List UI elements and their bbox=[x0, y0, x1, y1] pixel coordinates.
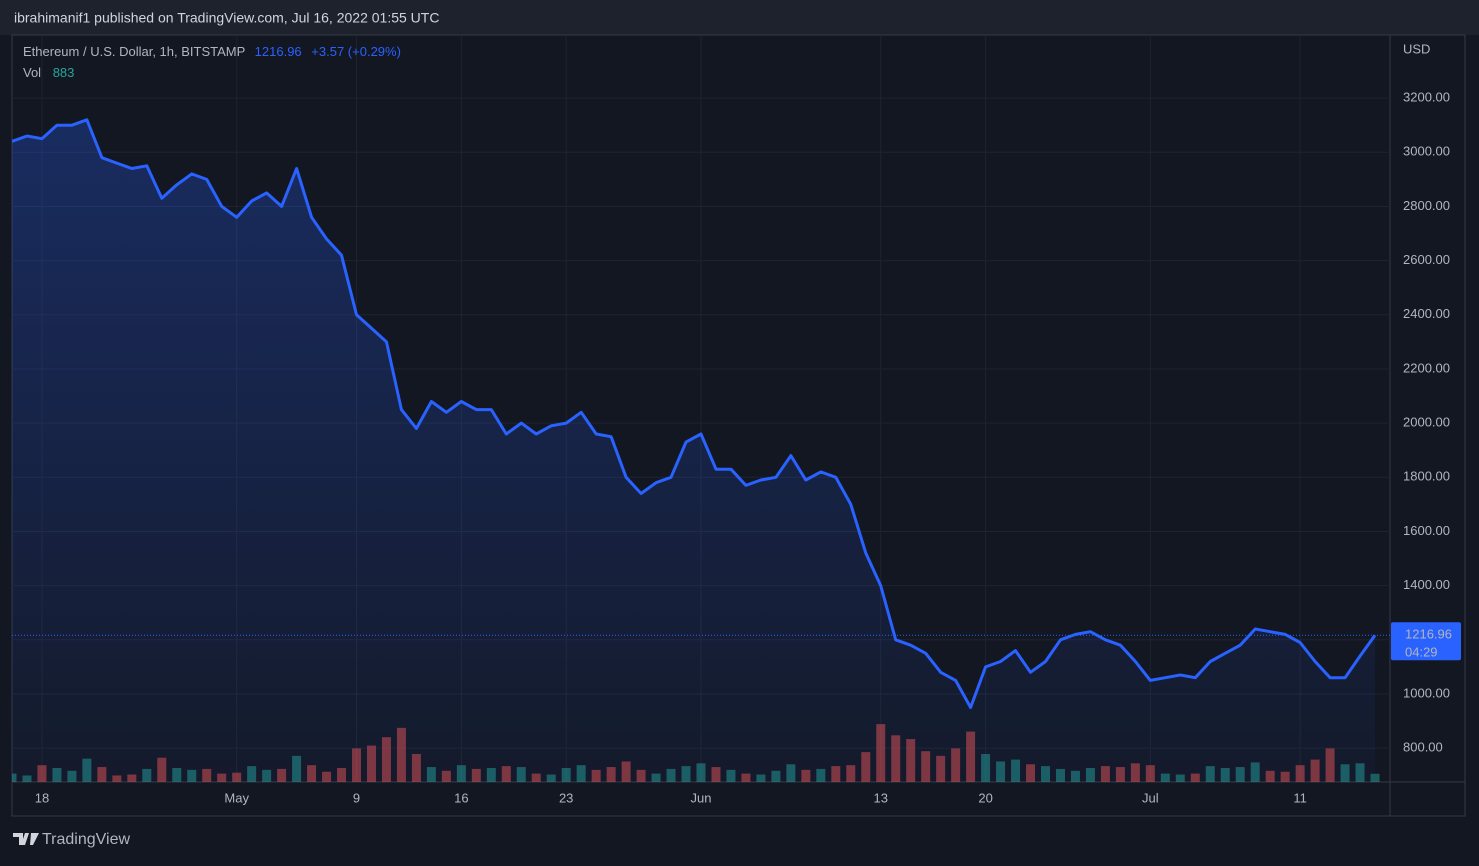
last-price: 1216.96 bbox=[255, 44, 302, 59]
y-tick-label: 800.00 bbox=[1403, 740, 1443, 755]
last-price-label: 1216.96 bbox=[1405, 627, 1452, 642]
x-tick-label: 9 bbox=[353, 790, 360, 805]
y-tick-label: 1000.00 bbox=[1403, 685, 1450, 700]
y-tick-label: 2200.00 bbox=[1403, 360, 1450, 375]
header-text: ibrahimanif1 published on TradingView.co… bbox=[14, 10, 439, 26]
y-tick-label: 2000.00 bbox=[1403, 415, 1450, 430]
change: +3.57 (+0.29%) bbox=[311, 44, 401, 59]
volume-value: 883 bbox=[53, 65, 75, 80]
y-tick-label: 2600.00 bbox=[1403, 252, 1450, 267]
countdown: 04:29 bbox=[1405, 645, 1438, 660]
y-tick-label: 1600.00 bbox=[1403, 523, 1450, 538]
axes: 800.001000.001200.001400.001600.001800.0… bbox=[35, 90, 1461, 805]
price-line bbox=[12, 118, 1377, 709]
x-tick-label: Jun bbox=[691, 790, 712, 805]
symbol: Ethereum / U.S. Dollar, 1h, BITSTAMP bbox=[23, 44, 245, 59]
price-area bbox=[12, 119, 1376, 782]
brand-name: TradingView bbox=[42, 831, 130, 848]
brand-logo: TradingView bbox=[13, 831, 130, 848]
x-tick-label: May bbox=[224, 790, 249, 805]
y-tick-label: 2800.00 bbox=[1403, 198, 1450, 213]
x-tick-label: 16 bbox=[454, 790, 468, 805]
y-tick-label: 1400.00 bbox=[1403, 577, 1450, 592]
y-tick-label: 3000.00 bbox=[1403, 144, 1450, 159]
x-tick-label: 18 bbox=[35, 790, 49, 805]
y-tick-label: 3200.00 bbox=[1403, 90, 1450, 105]
volume-label: Vol bbox=[23, 65, 41, 80]
legend: Ethereum / U.S. Dollar, 1h, BITSTAMP 121… bbox=[23, 44, 401, 59]
price-layer bbox=[12, 118, 1390, 782]
y-tick-label: 1800.00 bbox=[1403, 469, 1450, 484]
volume-legend: Vol 883 bbox=[23, 65, 74, 80]
x-tick-label: 20 bbox=[978, 790, 992, 805]
x-tick-label: 13 bbox=[874, 790, 888, 805]
last-price-box bbox=[1391, 622, 1461, 661]
header-bar bbox=[0, 0, 1479, 35]
x-tick-label: 23 bbox=[559, 790, 573, 805]
currency: USD bbox=[1403, 41, 1430, 56]
x-tick-label: 11 bbox=[1293, 790, 1307, 805]
y-tick-label: 2400.00 bbox=[1403, 306, 1450, 321]
volume-bar bbox=[1370, 773, 1380, 782]
x-tick-label: Jul bbox=[1142, 790, 1159, 805]
